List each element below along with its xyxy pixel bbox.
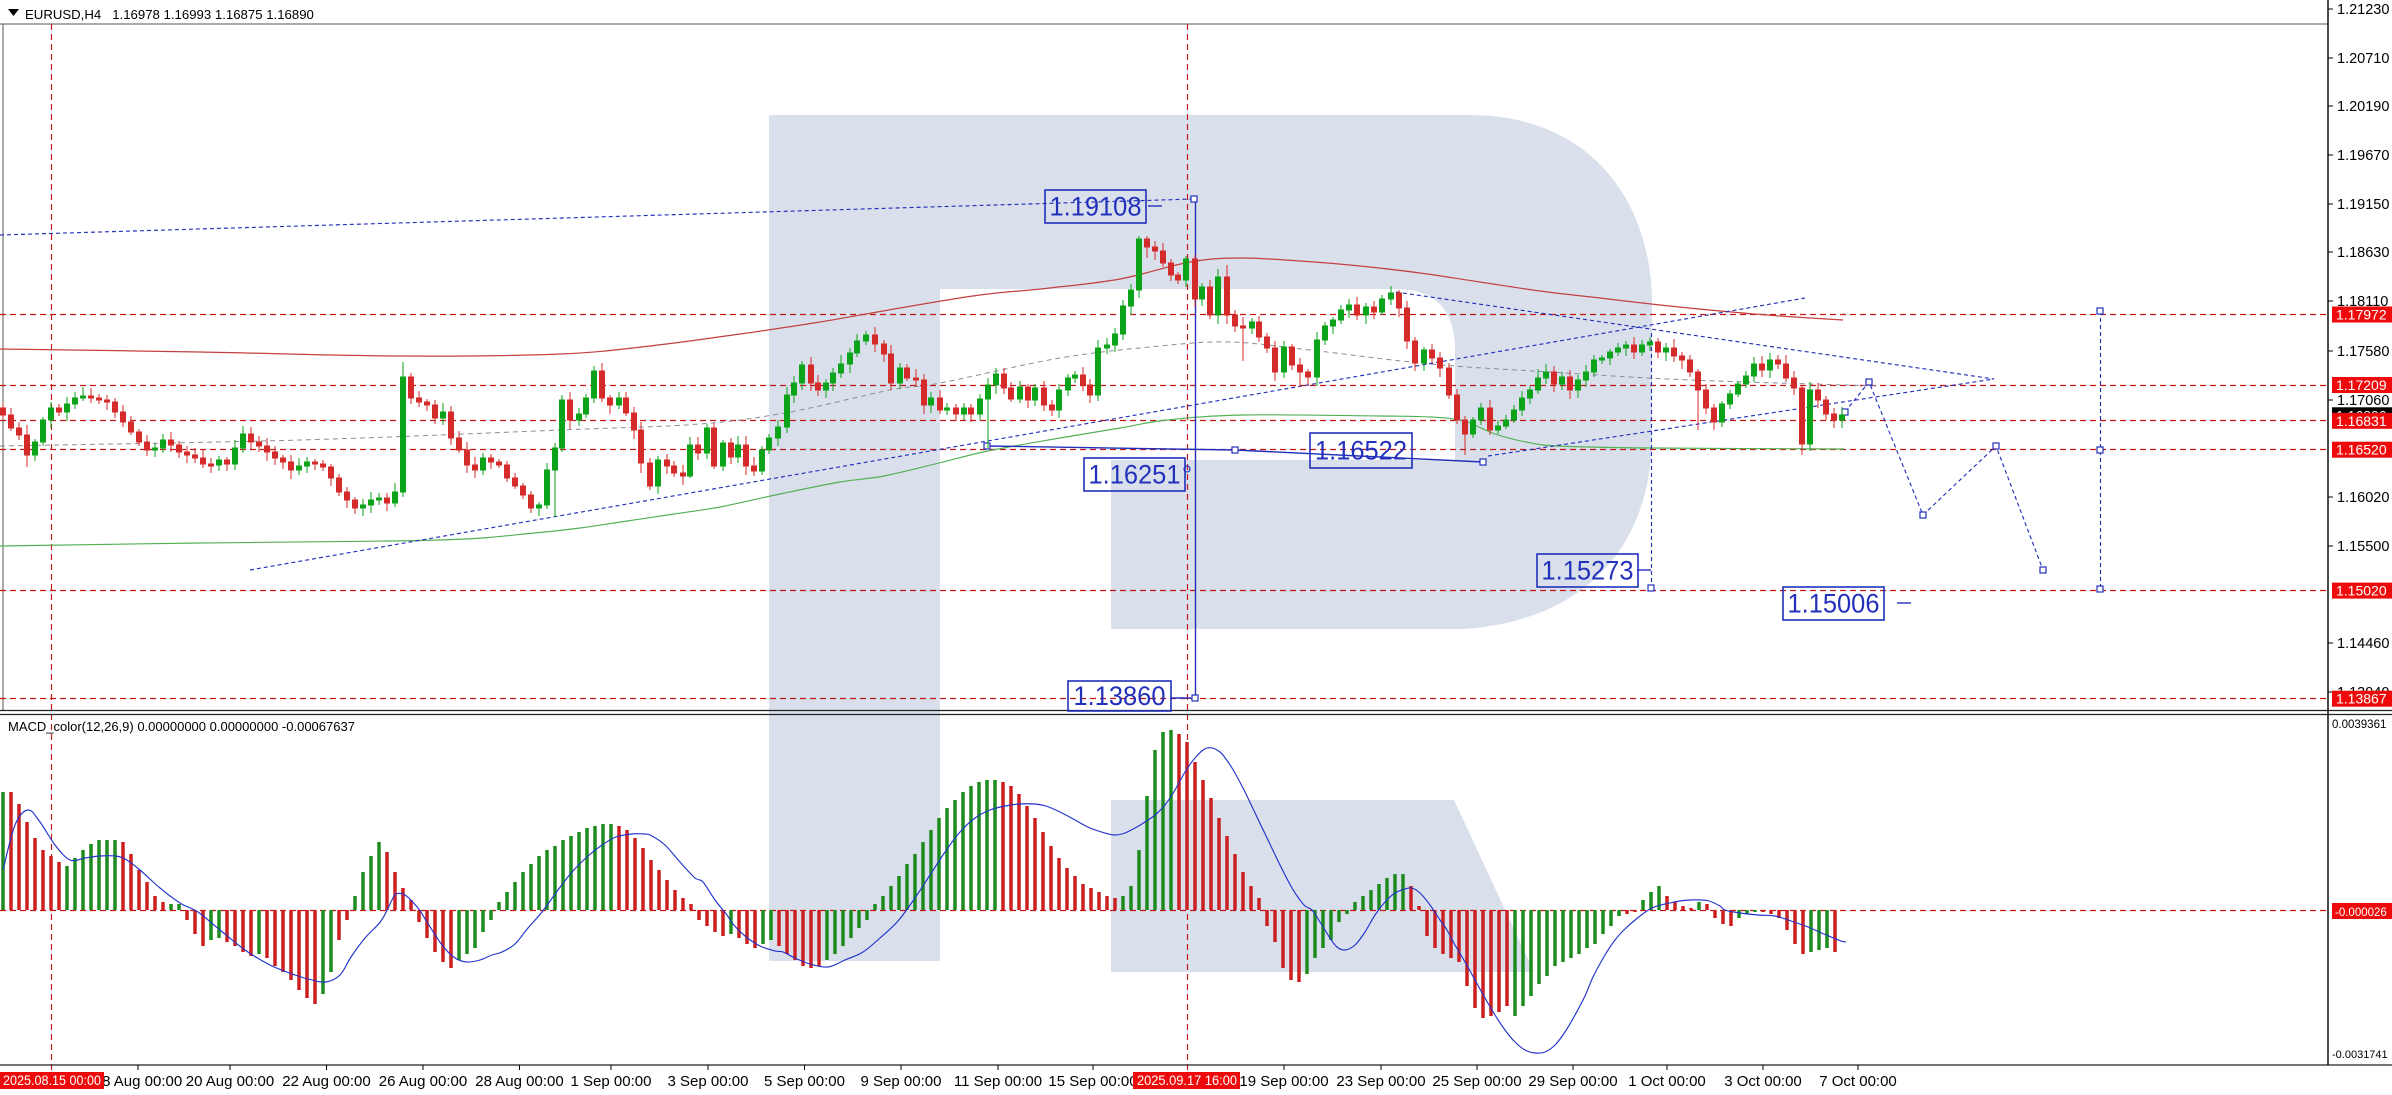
svg-text:11 Sep 00:00: 11 Sep 00:00 <box>954 1073 1042 1090</box>
svg-text:1.18630: 1.18630 <box>2337 245 2389 261</box>
svg-text:5 Sep 00:00: 5 Sep 00:00 <box>764 1073 845 1090</box>
svg-text:1.18110: 1.18110 <box>2337 294 2388 310</box>
svg-text:1.16251: 1.16251 <box>1089 460 1181 490</box>
svg-text:1.15273: 1.15273 <box>1542 556 1634 586</box>
svg-text:3 Sep 00:00: 3 Sep 00:00 <box>668 1073 749 1090</box>
svg-text:28 Aug 00:00: 28 Aug 00:00 <box>475 1073 563 1090</box>
svg-text:26 Aug 00:00: 26 Aug 00:00 <box>379 1073 467 1090</box>
svg-text:1.19108: 1.19108 <box>1050 192 1142 222</box>
svg-text:2025.08.15 00:00: 2025.08.15 00:00 <box>3 1073 101 1088</box>
svg-text:1.21230: 1.21230 <box>2337 2 2389 18</box>
svg-text:1.16522: 1.16522 <box>1315 436 1407 466</box>
svg-text:22 Aug 00:00: 22 Aug 00:00 <box>282 1073 370 1090</box>
svg-text:18 Aug 00:00: 18 Aug 00:00 <box>94 1073 182 1090</box>
svg-text:-0.000026: -0.000026 <box>2335 907 2387 919</box>
svg-text:1.13867: 1.13867 <box>2336 691 2387 707</box>
svg-text:1.13860: 1.13860 <box>1074 681 1166 711</box>
svg-text:1.17972: 1.17972 <box>2336 307 2387 323</box>
svg-text:7 Oct 00:00: 7 Oct 00:00 <box>1819 1073 1897 1090</box>
svg-text:3 Oct 00:00: 3 Oct 00:00 <box>1724 1073 1802 1090</box>
svg-text:1.15020: 1.15020 <box>2336 583 2387 599</box>
svg-text:0.0039361: 0.0039361 <box>2332 719 2386 731</box>
svg-text:1.20190: 1.20190 <box>2337 99 2389 115</box>
svg-text:25 Sep 00:00: 25 Sep 00:00 <box>1432 1073 1521 1090</box>
svg-text:1.15500: 1.15500 <box>2337 539 2389 555</box>
svg-text:1.19670: 1.19670 <box>2337 148 2389 164</box>
svg-text:1 Sep 00:00: 1 Sep 00:00 <box>571 1073 652 1090</box>
svg-text:1.20710: 1.20710 <box>2337 51 2389 67</box>
svg-text:9 Sep 00:00: 9 Sep 00:00 <box>861 1073 942 1090</box>
svg-text:1.17580: 1.17580 <box>2337 344 2389 360</box>
svg-text:15 Sep 00:00: 15 Sep 00:00 <box>1048 1073 1137 1090</box>
svg-text:MACD_color(12,26,9) 0.00000000: MACD_color(12,26,9) 0.00000000 0.0000000… <box>8 719 355 734</box>
svg-text:1.16831: 1.16831 <box>2336 413 2387 429</box>
svg-text:1.19150: 1.19150 <box>2337 197 2389 213</box>
svg-text:23 Sep 00:00: 23 Sep 00:00 <box>1336 1073 1425 1090</box>
svg-text:19 Sep 00:00: 19 Sep 00:00 <box>1239 1073 1328 1090</box>
svg-text:20 Aug 00:00: 20 Aug 00:00 <box>186 1073 274 1090</box>
svg-text:1.15006: 1.15006 <box>1788 589 1880 619</box>
svg-text:EURUSD,H4 1.16978 1.16993 1.: EURUSD,H4 1.16978 1.16993 1.16875 1.1689… <box>25 7 314 22</box>
svg-text:-0.0031741: -0.0031741 <box>2332 1049 2388 1061</box>
svg-text:1.14460: 1.14460 <box>2337 636 2389 652</box>
svg-text:2025.09.17 16:00: 2025.09.17 16:00 <box>1137 1073 1237 1088</box>
svg-text:1.17060: 1.17060 <box>2337 393 2389 409</box>
svg-text:29 Sep 00:00: 29 Sep 00:00 <box>1528 1073 1617 1090</box>
svg-text:1.16520: 1.16520 <box>2336 442 2387 458</box>
svg-text:1 Oct 00:00: 1 Oct 00:00 <box>1628 1073 1706 1090</box>
svg-text:1.16020: 1.16020 <box>2337 490 2389 506</box>
svg-text:1.17209: 1.17209 <box>2336 377 2387 393</box>
